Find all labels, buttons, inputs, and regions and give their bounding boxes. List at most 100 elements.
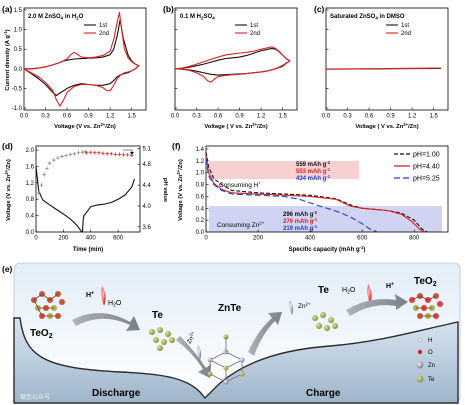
panel-f-ytick-label: 0.6 [196, 194, 205, 200]
panel-a-letter: (a) [2, 4, 13, 14]
legend-h-label: H [428, 338, 432, 344]
panel-f-series [205, 151, 428, 233]
panel-d-ph-falling-point [88, 150, 93, 155]
panel-a-ticks: 0.0 0.3 0.6 0.9 1.2 1.5 -1.0 -0.5 0.0 0.5 1.0 1.5 [12, 8, 137, 120]
legend-te-dot [416, 375, 424, 383]
panel-d-y2tick-label: 4.0 [143, 204, 152, 210]
panel-c-legend-label: 2nd [401, 31, 411, 37]
panel-c-letter: (c) [314, 4, 325, 14]
h2o-drop-left [101, 286, 106, 306]
h-plus-left: H+ [86, 291, 94, 300]
panel-a-series-2nd [23, 11, 140, 107]
panel-f-legend-label: pH=4.40 [413, 164, 440, 171]
atom-legend: H O Zn Te [416, 338, 435, 383]
panel-a: (a) 2.0 M ZnSO4 in H2O Current density (… [2, 4, 147, 130]
panel-c-condition: Saturated ZnSO4 in DMSO [330, 14, 405, 21]
panel-f-ytick-label: 1.4 [196, 147, 205, 153]
panel-d-y2tick-label: 5.1 [143, 147, 152, 153]
panel-f-ylabel: Voltage (V vs. Zn2+/Zn) [176, 159, 184, 221]
panel-d-y2label: pH value [162, 178, 168, 203]
cap-h-ph4: 553 mAh g-1 [296, 167, 331, 175]
te-left-particles [149, 327, 175, 351]
cap-h-ph1: 559 mAh g-1 [296, 160, 331, 168]
panel-d-ph-falling-point [113, 152, 118, 157]
panel-b-xtick-label: 0.3 [192, 114, 201, 120]
panel-f-ytick-label: 1.2 [196, 159, 205, 165]
panel-a-ytick-label: 0.0 [14, 67, 23, 73]
panel-d-xlabel: Time (min) [73, 247, 103, 253]
panel-d-y2tick-label: 4.8 [143, 162, 152, 168]
panel-d-ylabel: Voltage (V vs. Zn2+/Zn) [4, 159, 12, 221]
panel-f-ytick-label: 0.4 [196, 206, 205, 212]
zn2-drop-down [197, 345, 202, 360]
panel-d-ph-rising-point [80, 150, 85, 155]
zn2-up-label: Zn2+ [298, 302, 311, 311]
cap-zn-ph1: 296 mAh g-1 [283, 210, 318, 218]
teo2-right-crystal [409, 293, 443, 319]
panel-c-series-2nd [325, 67, 441, 70]
panel-a-ytick-label: 1.5 [14, 8, 23, 14]
panel-d-ph-falling-point [101, 151, 105, 156]
panel-a-xtick-label: 0.9 [84, 114, 93, 120]
panel-d-ph-falling-point [97, 150, 101, 155]
panel-d-ph-falling-point [109, 152, 114, 156]
panel-d-y2tick-label: 3.6 [143, 225, 152, 231]
region-consuming-h [209, 161, 359, 179]
teo2-left-crystal [31, 291, 65, 319]
panel-d-series-voltage [35, 166, 136, 233]
panel-a-xtick-label: 1.5 [127, 114, 136, 120]
discharge-label: Discharge [92, 388, 141, 399]
panel-d-ph-falling-point [121, 153, 126, 157]
panel-a-ytick-label: 1.0 [14, 28, 23, 34]
panel-d-ph-rising-point [39, 183, 44, 187]
panel-b-letter: (b) [163, 4, 174, 14]
cap-zn-ph5: 219 mAh g-1 [283, 224, 318, 232]
panel-b-legend-label: 1st [250, 23, 258, 29]
panel-d-ph-falling-point [117, 152, 122, 157]
panel-d-ytick-label: 0.8 [26, 197, 35, 203]
panel-f-series-ph-5-25 [205, 157, 378, 233]
panel-f-legend-label: pH=1.00 [413, 152, 440, 159]
teo2-left-label: TeO2 [30, 328, 53, 340]
cap-h-ph5: 434 mAh g-1 [296, 174, 331, 182]
panel-a-ytick-label: 0.5 [14, 47, 23, 53]
arrow-znte-to-te [248, 312, 282, 356]
panel-f-ytick-label: 0.8 [196, 183, 205, 189]
panel-a-xtick-label: 0.3 [41, 114, 50, 120]
arrow-te-to-znte [176, 336, 211, 378]
panel-a-xtick-label: 0.6 [63, 114, 72, 120]
panel-f-xtick-label: 600 [357, 236, 368, 242]
panel-d-ph-rising-point [76, 150, 81, 155]
energy-landscape [13, 317, 459, 404]
panel-f-frame [205, 145, 449, 233]
panel-b-series [174, 46, 291, 83]
panel-f-series-ph-4-40 [205, 154, 425, 233]
legend-te-label: Te [428, 377, 435, 383]
panel-f-xtick-label: 800 [409, 236, 420, 242]
panel-f-xtick-label: 400 [305, 236, 316, 242]
panel-d-y2tick-label: 4.4 [143, 183, 152, 189]
panel-d-ph-rising-point [45, 166, 49, 171]
panel-d-ph-rising-point [51, 158, 56, 162]
panel-c-ticks: 0.0 0.3 0.6 0.9 1.2 1.5 [322, 9, 438, 120]
panel-c: (c) Saturated ZnSO4 in DMSO Voltage ( V … [314, 4, 449, 130]
te-left-label: Te [152, 310, 163, 321]
panel-c-xtick-label: 0.9 [386, 114, 395, 120]
panel-a-xtick-label: 0.0 [20, 114, 29, 120]
legend-o-dot [417, 349, 423, 355]
panel-b-ticks: 0.0 0.3 0.6 0.9 1.2 1.5 [171, 9, 287, 120]
panel-a-legend-label: 2nd [99, 31, 109, 37]
panel-f-xtick-label: 200 [253, 236, 264, 242]
panel-c-xtick-label: 0.0 [322, 114, 331, 120]
panel-d-ph-rising-point [72, 152, 77, 156]
panel-d-xtick-label: 0 [34, 236, 38, 242]
panel-e-letter: (e) [2, 264, 13, 274]
panel-a-xlabel: Voltage (V vs. Zn2+/Zn) [54, 122, 116, 130]
panel-d-frame [35, 145, 141, 233]
panel-d-ytick-label: 0.0 [26, 230, 35, 236]
panel-d-ph-rising-point [68, 152, 73, 157]
region-consuming-zn [209, 206, 442, 232]
legend-h-dot [418, 338, 422, 342]
